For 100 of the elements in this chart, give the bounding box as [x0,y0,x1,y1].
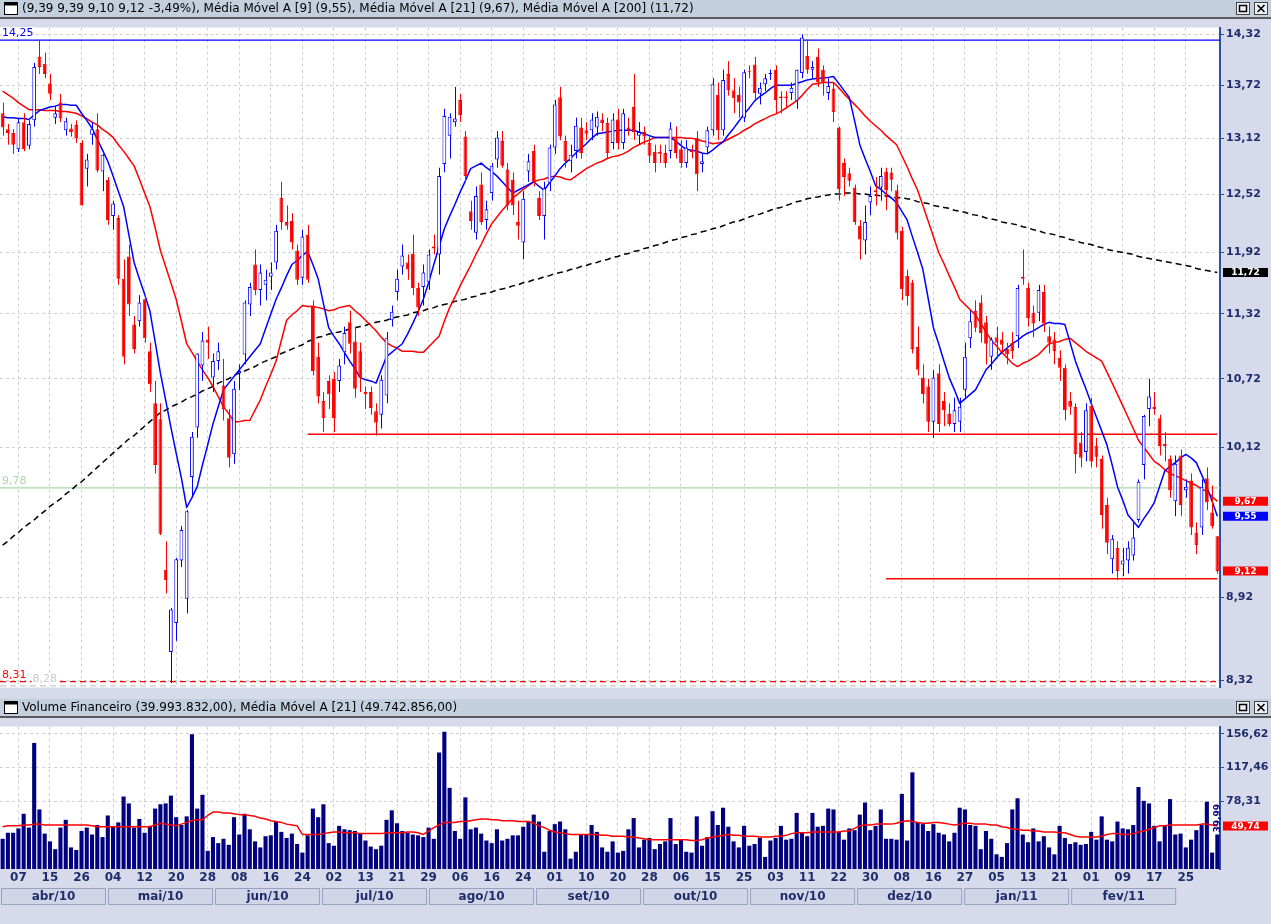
candlestick [736,86,741,119]
candlestick [1005,342,1009,365]
y-tick-label: 11,32 [1226,306,1261,320]
x-tick-label: 24 [514,870,532,885]
candlestick [111,200,115,231]
x-tick-label: 05 [988,870,1005,885]
candlestick [594,110,599,137]
text: jan/11 [994,889,1038,904]
text: set/10 [567,889,610,904]
candlestick [968,310,973,349]
candlestick [137,294,142,328]
candlestick [258,264,263,307]
x-tick-label: 07 [10,870,27,885]
x-tick-label: 21 [1051,870,1068,885]
candlestick [516,200,520,241]
candlestick [84,153,89,187]
text: jul/10 [354,889,394,904]
bar [657,843,663,869]
y-tick-label: 78,31 [1226,794,1261,808]
x-tick-label: 09 [1114,870,1132,885]
data-label: 49,74 [1231,820,1260,831]
candlestick [247,282,252,317]
x-tick-label: 13 [357,870,374,885]
candlestick [878,167,883,202]
bar [983,831,989,869]
candlestick [915,326,920,376]
candlestick [705,126,710,155]
candlestick [663,144,668,169]
candlestick [42,52,47,79]
candlestick [857,219,862,260]
chart-title: (9,39 9,39 9,10 9,12 -3,49%), Média Móvel A [9] (9,55), Média Móvel A [21] (9,67), Média Móvel A [200] (11,72) [22,0,694,17]
candlestick [90,121,94,146]
candlestick [579,117,583,159]
candlestick [726,60,731,97]
bar [1167,799,1173,869]
candlestick [610,112,615,150]
data-label: 11,72 [1231,267,1260,278]
candlestick [684,139,689,169]
text: mai/10 [137,889,184,904]
candlestick [652,144,657,173]
x-tick-label: 16 [262,870,280,885]
ref-line-label: 8,31 [2,668,27,682]
candlestick [326,374,331,410]
bar [1125,829,1131,869]
candlestick [679,139,683,169]
data-label: 9,67 [1234,496,1257,507]
bar [373,849,379,869]
x-tick-label: 02 [325,870,343,885]
candlestick [500,130,505,169]
x-tick-label: 15 [41,870,59,885]
candlestick [637,121,641,146]
x-tick-label: 25 [1177,870,1195,885]
bar [210,837,216,869]
bar [352,831,358,869]
candlestick [74,119,79,144]
chart-title: Volume Financeiro (39.993.832,00), Média Móvel A [21] (49.742.856,00) [22,699,458,716]
candlestick [921,363,925,404]
candlestick [957,397,962,433]
candlestick [253,248,257,296]
candlestick [510,171,515,216]
candlestick [573,117,578,159]
x-tick-label: 04 [104,870,122,885]
candlestick [1068,391,1073,416]
candlestick [999,331,1004,354]
x-tick-label: 28 [641,870,658,885]
candlestick [421,264,426,307]
candlestick [616,108,620,150]
text: nov/10 [779,889,826,904]
x-tick-label: 13 [1019,870,1037,885]
candlestick [400,244,405,276]
candlestick [6,123,10,146]
x-tick-label: 15 [704,870,721,885]
text: jun/10 [245,889,289,904]
x-tick-label: 25 [735,870,753,885]
candlestick [458,93,463,123]
candlestick [1110,534,1115,575]
x-tick-label: 12 [136,870,153,885]
ref-line-label: 14,25 [2,26,34,40]
candlestick [395,269,399,301]
candlestick [1126,540,1130,575]
candlestick [989,336,994,371]
bar [862,802,868,869]
x-tick-label: 16 [483,870,501,885]
candlestick [0,102,5,137]
y-tick-label: 11,92 [1226,245,1261,259]
candlestick [584,121,589,141]
candlestick [868,185,873,216]
x-tick-label: 20 [609,870,627,885]
candlestick [347,310,352,354]
x-tick-label: 11 [798,870,816,885]
x-tick-label: 10 [577,870,595,885]
ref-line-label: 9,78 [2,474,27,488]
candlestick [563,135,568,169]
x-tick-label: 06 [672,870,690,885]
candlestick [700,153,704,173]
candlestick [847,167,852,187]
candlestick [48,73,52,101]
candlestick [905,269,910,307]
text: 9,12 [1234,565,1257,576]
candlestick [805,39,810,75]
